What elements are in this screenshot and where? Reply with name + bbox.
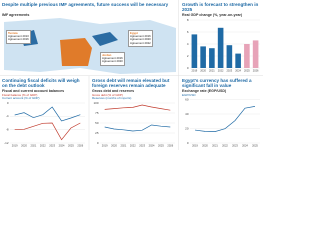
y-tick-label: 100 bbox=[93, 101, 98, 105]
y-tick-label: -12 bbox=[4, 141, 9, 145]
chart-title: Growth is forecast to strengthen in 2025 bbox=[182, 2, 259, 12]
x-tick-label: 2021 bbox=[31, 144, 37, 148]
y-tick-label: 8 bbox=[187, 18, 189, 22]
bar bbox=[217, 27, 224, 68]
chart-title: Continuing fiscal deficits will weigh on… bbox=[2, 78, 80, 88]
map-box: Tunisia Agreement 2013 Agreement 2016 bbox=[6, 30, 31, 44]
x-tick-label: 2019 bbox=[102, 144, 108, 148]
x-tick-label: 2020 bbox=[21, 144, 27, 148]
x-tick-label: 2023 bbox=[232, 144, 238, 148]
x-tick-label: 2025 bbox=[244, 69, 250, 73]
y-tick-label: 6 bbox=[187, 30, 189, 34]
chart-subtitle: Exchange rate (EGP/USD) bbox=[182, 89, 227, 93]
x-tick-label: 2026 bbox=[167, 144, 173, 148]
map-title: Despite multiple previous IMF agreements… bbox=[2, 2, 169, 7]
bar bbox=[226, 45, 233, 68]
y-tick-label: 0 bbox=[187, 141, 189, 145]
y-tick-label: 25 bbox=[95, 131, 99, 135]
y-tick-label: 0 bbox=[97, 141, 99, 145]
chart-subtitle: Fiscal and current account balances bbox=[2, 89, 65, 93]
y-tick-label: 60 bbox=[185, 97, 189, 101]
legend-entry: Gross debt (% of GDP) bbox=[92, 92, 123, 97]
x-tick-label: 2025 bbox=[158, 144, 164, 148]
y-tick-label: -8 bbox=[6, 127, 9, 131]
y-tick-label: 0 bbox=[7, 101, 9, 105]
bar bbox=[244, 44, 250, 68]
line bbox=[104, 124, 171, 132]
chart-title: Egypt's currency has suffered a signific… bbox=[182, 78, 252, 88]
y-tick-label: -4 bbox=[6, 114, 9, 118]
y-tick-label: 0 bbox=[187, 66, 189, 70]
x-tick-label: 2025 bbox=[68, 144, 74, 148]
map-region bbox=[92, 32, 118, 46]
legend-entry: Current account (% of GDP) bbox=[2, 96, 40, 100]
page: {"map_panel":{"title":"Despite multiple … bbox=[0, 0, 263, 150]
x-tick-label: 2021 bbox=[212, 144, 218, 148]
chart-title: Gross debt will remain elevated but fore… bbox=[92, 78, 170, 88]
bar bbox=[252, 40, 259, 68]
y-tick-label: 75 bbox=[95, 111, 99, 115]
y-tick-label: 40 bbox=[185, 112, 189, 116]
x-tick-label: 2024 bbox=[59, 144, 65, 148]
line bbox=[104, 104, 171, 111]
line bbox=[14, 106, 81, 122]
y-tick-label: 50 bbox=[95, 121, 99, 125]
legend-entry: EGP/USD bbox=[182, 92, 196, 97]
bar bbox=[209, 48, 215, 68]
line bbox=[194, 106, 256, 132]
map-box: Egypt Agreement 2016 Agreement 2020 Agreeme… bbox=[128, 30, 153, 47]
x-tick-label: 2026 bbox=[77, 144, 83, 148]
x-tick-label: 2024 bbox=[242, 144, 248, 148]
bar bbox=[191, 34, 198, 68]
x-tick-label: 2022 bbox=[130, 144, 136, 148]
chart-subtitle: Real GDP change (%, year-on-year) bbox=[182, 13, 243, 17]
x-tick-label: 2024 bbox=[149, 144, 155, 148]
legend-entry: Fiscal balance (% of GDP) bbox=[2, 92, 38, 97]
map-box: Jordan Agreement 2016 Agreement 2020 bbox=[100, 52, 125, 66]
x-tick-label: 2026 bbox=[253, 69, 259, 73]
x-tick-label: 2022 bbox=[40, 144, 46, 148]
x-tick-label: 2021 bbox=[209, 69, 215, 73]
x-tick-label: 2020 bbox=[202, 144, 208, 148]
y-tick-label: 20 bbox=[185, 126, 189, 130]
x-tick-label: 2019 bbox=[191, 69, 197, 73]
x-tick-label: 2020 bbox=[200, 69, 206, 73]
x-tick-label: 2024 bbox=[235, 69, 241, 73]
x-tick-label: 2019 bbox=[12, 144, 18, 148]
map-egypt bbox=[60, 38, 92, 66]
chart-subtitle: Gross debt and reserves bbox=[92, 89, 135, 93]
legend-entry: Reserves (months of imports) bbox=[92, 96, 132, 100]
x-tick-label: 2020 bbox=[111, 144, 117, 148]
x-tick-label: 2022 bbox=[222, 144, 228, 148]
y-tick-label: 2 bbox=[187, 54, 189, 58]
x-tick-label: 2022 bbox=[218, 69, 224, 73]
map-subtitle: IMF agreements bbox=[2, 13, 30, 17]
x-tick-label: 2025 bbox=[252, 144, 258, 148]
bar bbox=[200, 46, 206, 68]
x-tick-label: 2023 bbox=[226, 69, 232, 73]
y-tick-label: 4 bbox=[187, 42, 189, 46]
line bbox=[14, 122, 81, 141]
x-tick-label: 2021 bbox=[121, 144, 127, 148]
x-tick-label: 2023 bbox=[49, 144, 55, 148]
x-tick-label: 2023 bbox=[139, 144, 145, 148]
bar bbox=[235, 53, 241, 68]
x-tick-label: 2019 bbox=[192, 144, 198, 148]
